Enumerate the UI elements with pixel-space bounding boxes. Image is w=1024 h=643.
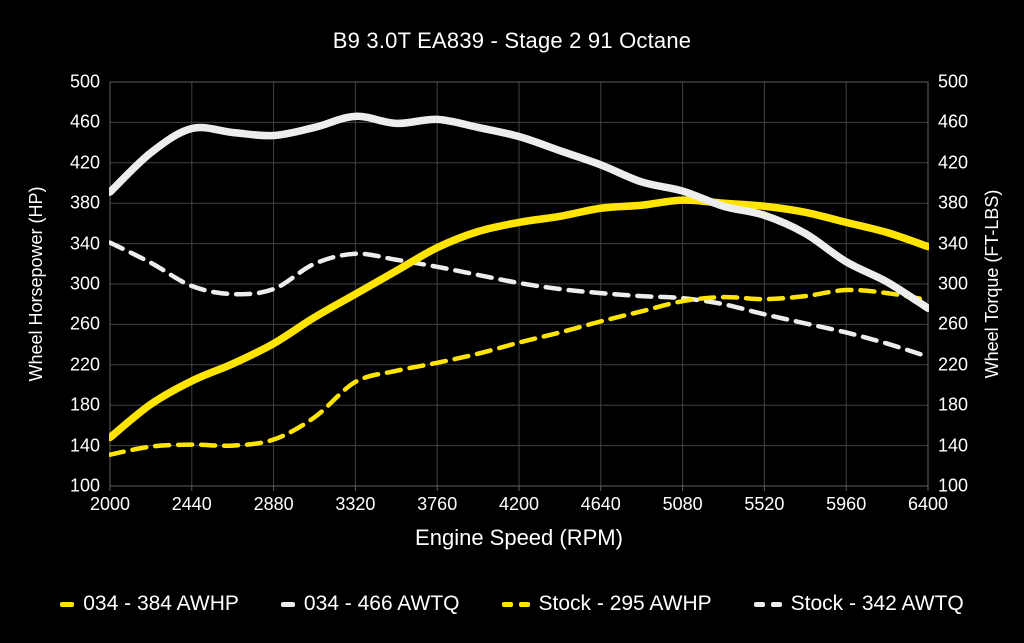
x-tick-label: 5520	[744, 494, 785, 514]
legend-item: 034 - 384 AWHP	[60, 592, 239, 616]
legend-label: 034 - 384 AWHP	[83, 592, 239, 615]
left-y-axis-title: Wheel Horsepower (HP)	[26, 186, 46, 382]
right-y-tick-label: 140	[938, 435, 969, 456]
left-y-tick-label: 140	[69, 435, 100, 456]
right-y-axis-title: Wheel Torque (FT-LBS)	[982, 189, 1002, 379]
legend-label: 034 - 466 AWTQ	[303, 592, 460, 615]
legend: 034 - 384 AWHP 034 - 466 AWTQ Stock - 295 …	[0, 588, 1024, 620]
curve-034-384-awhp	[109, 196, 929, 442]
x-axis-title: Engine Speed (RPM)	[415, 525, 623, 550]
solid-line-swatch	[60, 601, 75, 607]
legend-dash	[770, 601, 782, 607]
right-y-tick-label: 260	[938, 313, 969, 334]
left-y-tick-label: 220	[69, 354, 100, 375]
x-tick-label: 5960	[826, 494, 867, 514]
left-y-tick-label: 380	[69, 192, 100, 213]
left-y-tick-label: 340	[69, 233, 100, 254]
legend-dash	[280, 601, 295, 607]
x-tick-label: 4200	[498, 494, 540, 514]
right-y-tick-label: 380	[938, 192, 969, 213]
legend-item: Stock - 295 AWHP	[501, 592, 712, 616]
legend-label: Stock - 295 AWHP	[538, 592, 712, 615]
legend-dash	[518, 601, 530, 607]
legend-dash	[501, 601, 513, 607]
x-tick-label: 4640	[580, 494, 621, 514]
curve-stock-295-awhp	[109, 287, 929, 457]
curve-034-466-awtq	[109, 112, 929, 312]
right-y-tick-label: 340	[938, 233, 969, 254]
chart-title: B9 3.0T EA839 - Stage 2 91 Octane	[332, 28, 692, 53]
legend-item: 034 - 466 AWTQ	[280, 592, 460, 616]
dashed-line-swatch	[501, 601, 530, 607]
left-y-tick-label: 300	[69, 273, 100, 294]
right-y-tick-label: 420	[938, 152, 969, 173]
left-y-tick-label: 460	[69, 111, 100, 132]
left-y-tick-label: 260	[69, 313, 100, 334]
x-tick-label: 2000	[89, 494, 131, 514]
solid-line-swatch	[280, 601, 295, 607]
legend-dash	[60, 601, 75, 607]
legend-label: Stock - 342 AWTQ	[790, 592, 964, 615]
x-tick-label: 5080	[662, 494, 703, 514]
x-tick-label: 6400	[907, 494, 949, 514]
right-y-tick-label: 220	[938, 354, 969, 375]
x-tick-label: 2440	[171, 494, 212, 514]
left-y-tick-label: 180	[69, 394, 100, 415]
curve-stock-342-awtq	[109, 240, 929, 359]
right-y-tick-label: 100	[938, 475, 969, 496]
legend-item: Stock - 342 AWTQ	[753, 592, 964, 616]
plot-border	[109, 81, 929, 487]
dashed-line-swatch	[753, 601, 782, 607]
right-y-tick-label: 300	[938, 273, 969, 294]
x-tick-label: 2880	[253, 494, 294, 514]
right-y-tick-label: 180	[938, 394, 969, 415]
left-y-tick-label: 420	[69, 152, 100, 173]
right-y-tick-label: 460	[938, 111, 969, 132]
left-y-tick-label: 100	[69, 475, 100, 496]
x-tick-label: 3760	[417, 494, 458, 514]
legend-dash	[753, 601, 765, 607]
left-y-tick-label: 500	[69, 71, 100, 92]
right-y-tick-label: 500	[938, 71, 969, 92]
x-tick-label: 3320	[335, 494, 376, 514]
